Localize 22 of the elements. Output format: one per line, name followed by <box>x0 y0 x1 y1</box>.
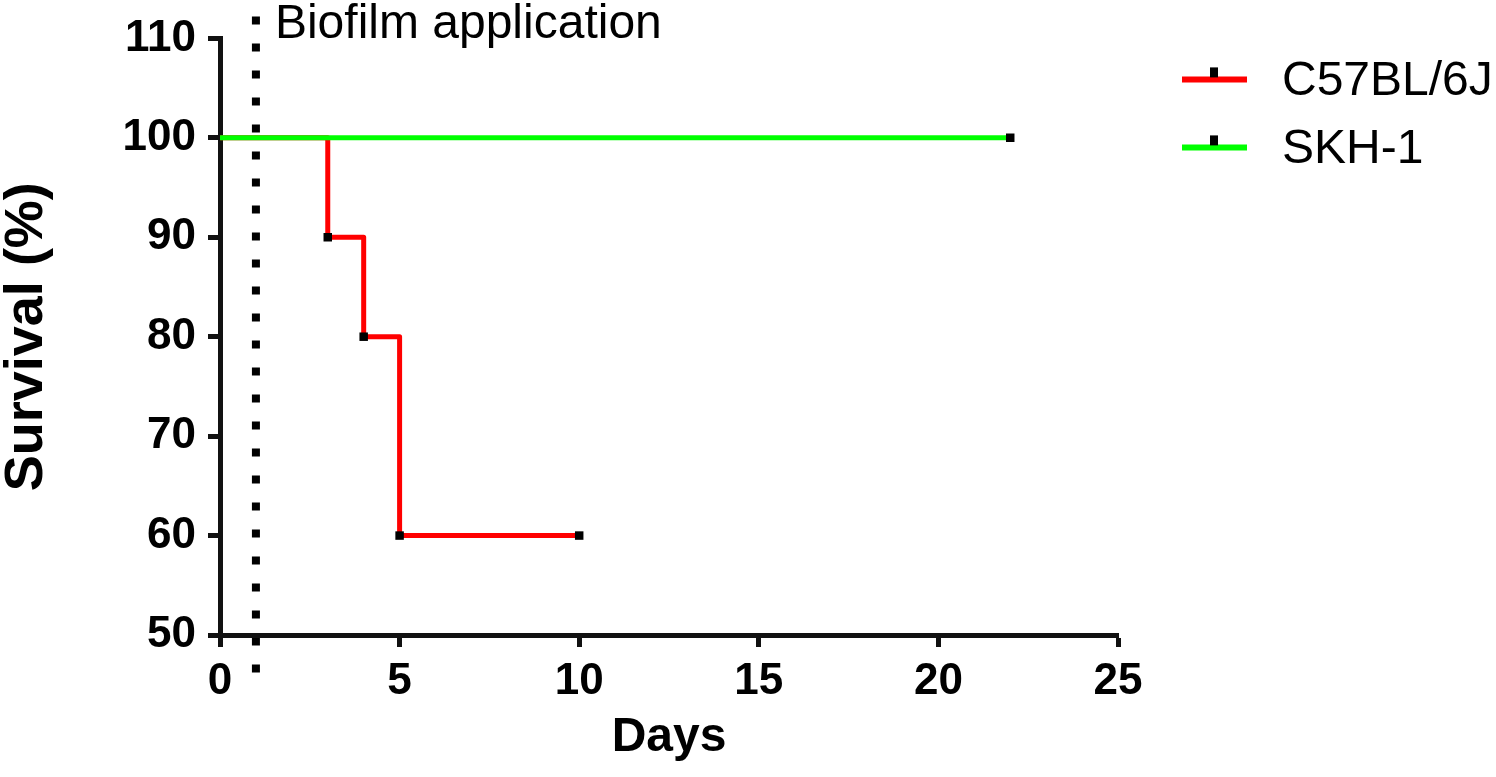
point <box>395 531 404 540</box>
legend-label: SKH-1 <box>1282 119 1424 173</box>
point <box>574 531 584 540</box>
x-tick-label: 15 <box>734 653 784 703</box>
point <box>359 332 368 341</box>
x-axis-title: Days <box>611 708 727 762</box>
y-axis-title: Survival (%) <box>0 182 53 492</box>
y-tick-label: 60 <box>147 507 196 557</box>
y-tick-label: 90 <box>147 209 196 259</box>
x-tick-label: 25 <box>1093 653 1143 703</box>
y-tick-label: 70 <box>147 408 196 458</box>
point <box>323 233 332 242</box>
y-tick-label: 110 <box>125 10 196 60</box>
y-tick-label: 50 <box>147 607 196 657</box>
x-tick-label: 5 <box>387 653 412 703</box>
x-tick-label: 0 <box>207 653 233 703</box>
legend-label: C57BL/6J <box>1282 51 1493 105</box>
ref-line-label: Biofilm application <box>274 0 662 49</box>
y-tick-label: 80 <box>147 308 196 358</box>
y-tick-label: 100 <box>122 109 196 159</box>
x-tick-label: 10 <box>554 653 604 703</box>
x-tick-label: 20 <box>913 653 963 703</box>
